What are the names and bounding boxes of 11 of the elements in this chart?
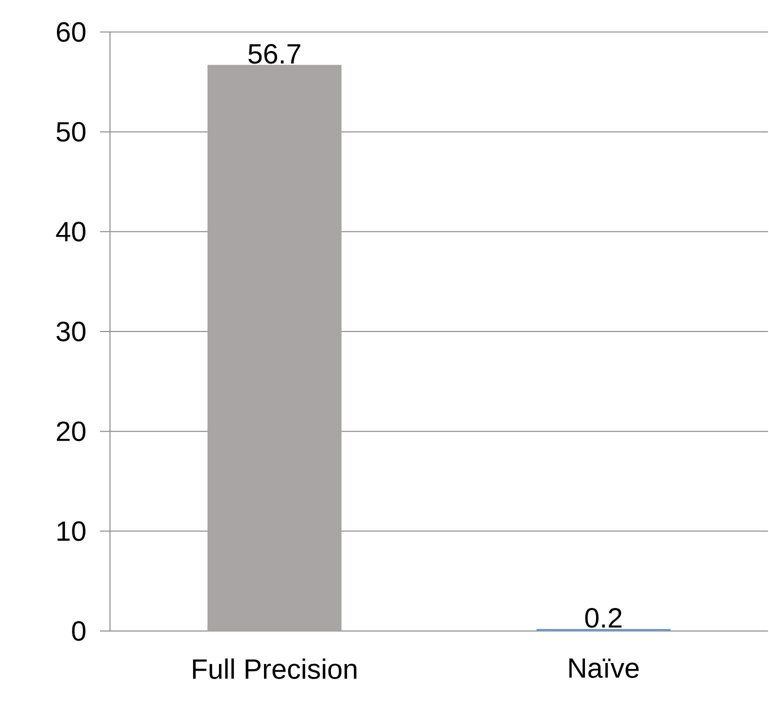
data-label: 56.7	[248, 44, 300, 64]
y-tick-label: 40	[56, 222, 86, 242]
y-tick-label: 60	[56, 22, 86, 42]
y-tick-label: 50	[56, 122, 86, 142]
y-tick-label: 10	[58, 521, 86, 542]
data-label: 0.2	[585, 608, 622, 628]
x-tick-label: Full Precision	[193, 658, 356, 679]
y-tick-label: 20	[56, 421, 86, 442]
y-tick-label: 30	[56, 322, 86, 342]
x-tick-label: Naïve	[569, 658, 639, 678]
y-tick-label: 0	[72, 621, 86, 641]
